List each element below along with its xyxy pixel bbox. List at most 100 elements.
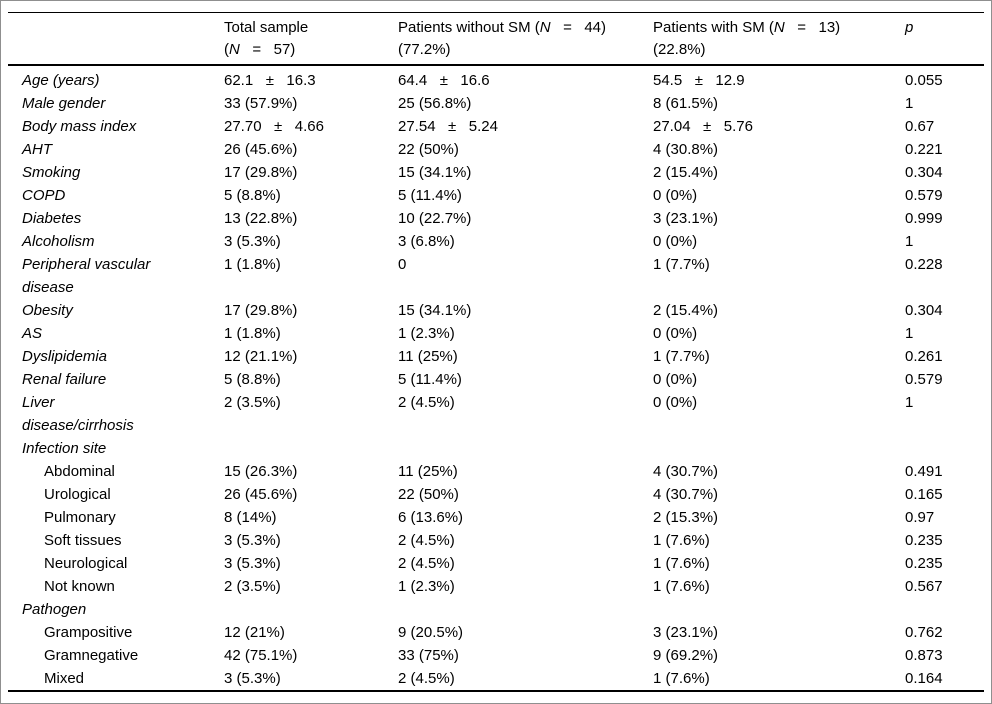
cell-p-value: 0.304 bbox=[905, 302, 943, 319]
table-row: Urological 26 (45.6%) 22 (50%) 4 (30.7%) 0.1… bbox=[8, 483, 984, 506]
row-label: Body mass index bbox=[22, 118, 137, 135]
cell-with-sm: 4 (30.8%) bbox=[653, 141, 719, 158]
n-value: = 44) bbox=[550, 19, 607, 36]
cell-p-value bbox=[905, 598, 984, 621]
cell-p-value: 0.221 bbox=[905, 141, 943, 158]
row-label: Smoking bbox=[22, 164, 81, 181]
cell-p-value: 0.055 bbox=[905, 72, 943, 89]
cell-total: 8 (14%) bbox=[224, 509, 277, 526]
n-symbol: N bbox=[773, 19, 785, 36]
table-row: Diabetes 13 (22.8%) 10 (22.7%) 3 (23.1%) 0.9… bbox=[8, 207, 984, 230]
row-label: Abdominal bbox=[44, 463, 115, 480]
cell-without-sm: 33 (75%) bbox=[398, 647, 459, 664]
cell-p-value: 0.228 bbox=[905, 256, 943, 273]
cell-p-value: 0.304 bbox=[905, 164, 943, 181]
cell-with-sm: 2 (15.3%) bbox=[653, 509, 719, 526]
table-row: Gramnegative 42 (75.1%) 33 (75%) 9 (69.2%) 0… bbox=[8, 644, 984, 667]
cell-total: 2 (3.5%) bbox=[224, 578, 281, 595]
cell-p-value: 1 bbox=[905, 95, 914, 112]
row-label: Gramnegative bbox=[44, 647, 139, 664]
cell-with-sm: 1 (7.6%) bbox=[653, 555, 710, 572]
row-label: Obesity bbox=[22, 302, 73, 319]
cell-without-sm: 5 (11.4%) bbox=[398, 371, 462, 388]
cell-total: 26 (45.6%) bbox=[224, 141, 298, 158]
cell-p-value: 0.579 bbox=[905, 187, 943, 204]
with-sm-percent: (22.8%) bbox=[653, 41, 706, 58]
cell-with-sm: 1 (7.6%) bbox=[653, 532, 710, 549]
row-label: Soft tissues bbox=[44, 532, 122, 549]
cell-with-sm: 2 (15.4%) bbox=[653, 302, 719, 319]
cell-total: 13 (22.8%) bbox=[224, 210, 298, 227]
table-body: Age (years) 62.1 ± 16.3 64.4 ± 16.6 54.5 ± … bbox=[8, 65, 984, 691]
cell-p-value bbox=[905, 437, 984, 460]
cell-without-sm: 25 (56.8%) bbox=[398, 95, 472, 112]
cell-with-sm: 0 (0%) bbox=[653, 371, 698, 388]
cell-with-sm: 8 (61.5%) bbox=[653, 95, 719, 112]
row-label: Not known bbox=[44, 578, 115, 595]
table-row: Body mass index 27.70 ± 4.66 27.54 ± 5.24 2… bbox=[8, 115, 984, 138]
cell-total bbox=[224, 437, 398, 460]
col-header-parameter bbox=[8, 12, 224, 66]
cell-p-value: 0.164 bbox=[905, 670, 943, 687]
cell-without-sm: 6 (13.6%) bbox=[398, 509, 464, 526]
col-header-without-sm: Patients without SM (N = 44) (77.2%) bbox=[398, 12, 653, 66]
cell-without-sm: 1 (2.3%) bbox=[398, 578, 455, 595]
cell-total: 15 (26.3%) bbox=[224, 463, 298, 480]
cell-without-sm: 2 (4.5%) bbox=[398, 555, 455, 572]
row-label: Male gender bbox=[22, 95, 106, 112]
n-symbol: N bbox=[229, 41, 240, 58]
cell-with-sm: 27.04 ± 5.76 bbox=[653, 118, 753, 135]
cell-with-sm: 3 (23.1%) bbox=[653, 624, 719, 641]
with-sm-line1: Patients with SM (N = 13) bbox=[653, 19, 840, 36]
cell-without-sm bbox=[398, 598, 653, 621]
cell-without-sm: 5 (11.4%) bbox=[398, 187, 462, 204]
cell-with-sm bbox=[653, 598, 905, 621]
cell-total: 26 (45.6%) bbox=[224, 486, 298, 503]
row-label: AHT bbox=[22, 141, 52, 158]
cell-p-value: 0.491 bbox=[905, 463, 943, 480]
cell-p-value: 0.999 bbox=[905, 210, 943, 227]
table-row: Dyslipidemia 12 (21.1%) 11 (25%) 1 (7.7%) 0.… bbox=[8, 345, 984, 368]
cell-total: 17 (29.8%) bbox=[224, 164, 298, 181]
table-row: Smoking 17 (29.8%) 15 (34.1%) 2 (15.4%) 0.30… bbox=[8, 161, 984, 184]
table-row: Peripheral vascular disease 1 (1.8%) 0 1 (7… bbox=[8, 253, 984, 299]
cell-without-sm bbox=[398, 437, 653, 460]
row-label: Peripheral vascular disease bbox=[22, 256, 151, 296]
cell-p-value: 1 bbox=[905, 325, 914, 342]
cell-with-sm: 0 (0%) bbox=[653, 187, 698, 204]
cell-without-sm: 22 (50%) bbox=[398, 486, 459, 503]
cell-with-sm: 0 (0%) bbox=[653, 325, 698, 342]
cell-total: 5 (8.8%) bbox=[224, 371, 281, 388]
table-header: Total sample (N = 57) Patients without S… bbox=[8, 12, 984, 66]
without-sm-line1: Patients without SM (N = 44) bbox=[398, 19, 606, 36]
cell-p-value: 0.762 bbox=[905, 624, 943, 641]
section-row: Pathogen bbox=[8, 598, 984, 621]
paren-open: ( bbox=[224, 41, 229, 58]
row-label: Diabetes bbox=[22, 210, 82, 227]
table-row: Neurological 3 (5.3%) 2 (4.5%) 1 (7.6%) 0.23… bbox=[8, 552, 984, 575]
row-label: Mixed bbox=[44, 670, 85, 687]
cell-without-sm: 15 (34.1%) bbox=[398, 302, 472, 319]
cell-with-sm: 9 (69.2%) bbox=[653, 647, 719, 664]
n-value: = 57) bbox=[239, 41, 296, 58]
row-label: Liver disease/cirrhosis bbox=[22, 394, 134, 434]
cell-total: 42 (75.1%) bbox=[224, 647, 298, 664]
cell-without-sm: 27.54 ± 5.24 bbox=[398, 118, 498, 135]
patient-comparison-table: Total sample (N = 57) Patients without S… bbox=[8, 12, 984, 692]
cell-with-sm: 54.5 ± 12.9 bbox=[653, 72, 745, 89]
cell-total: 27.70 ± 4.66 bbox=[224, 118, 324, 135]
row-label: COPD bbox=[22, 187, 66, 204]
total-sample-line1: Total sample bbox=[224, 19, 309, 36]
cell-without-sm: 9 (20.5%) bbox=[398, 624, 464, 641]
cell-p-value: 0.67 bbox=[905, 118, 935, 135]
without-sm-text: Patients without SM ( bbox=[398, 19, 540, 36]
row-label: Grampositive bbox=[44, 624, 133, 641]
table-row: Renal failure 5 (8.8%) 5 (11.4%) 0 (0%) 0.57… bbox=[8, 368, 984, 391]
table-row: Abdominal 15 (26.3%) 11 (25%) 4 (30.7%) 0.49… bbox=[8, 460, 984, 483]
total-sample-line2: (N = 57) bbox=[224, 41, 295, 58]
row-label: Alcoholism bbox=[22, 233, 95, 250]
col-header-with-sm: Patients with SM (N = 13) (22.8%) bbox=[653, 12, 905, 66]
cell-p-value: 0.567 bbox=[905, 578, 943, 595]
cell-without-sm: 11 (25%) bbox=[398, 463, 458, 480]
